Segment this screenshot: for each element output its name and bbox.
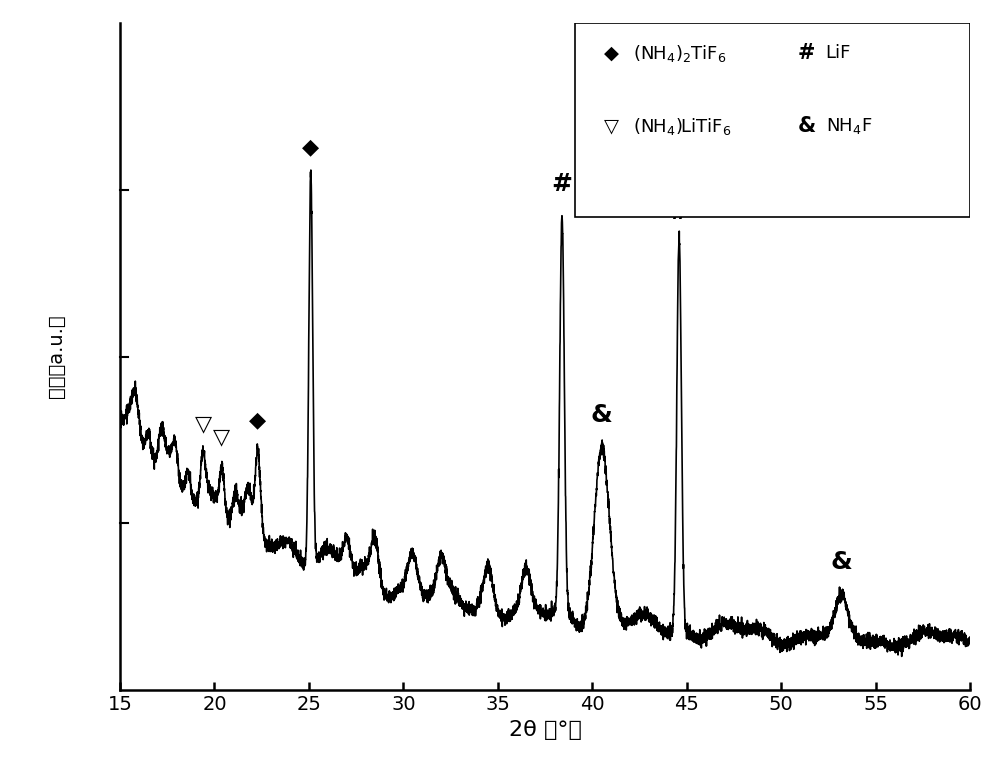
Text: ▽: ▽ [195, 414, 212, 434]
Text: LiF: LiF [826, 44, 851, 62]
Text: ▽: ▽ [213, 427, 231, 447]
Text: (NH$_4$)LiTiF$_6$: (NH$_4$)LiTiF$_6$ [633, 116, 732, 137]
Text: &: & [831, 550, 852, 574]
Text: &: & [798, 117, 816, 137]
Text: &: & [591, 403, 613, 426]
Text: #: # [552, 172, 572, 196]
Text: ◆: ◆ [302, 137, 319, 157]
Text: #: # [798, 43, 815, 63]
Text: ▽: ▽ [604, 117, 619, 136]
X-axis label: 2θ （°）: 2θ （°） [509, 719, 581, 739]
FancyBboxPatch shape [575, 23, 970, 216]
Text: #: # [669, 200, 690, 224]
Text: (NH$_4$)$_2$TiF$_6$: (NH$_4$)$_2$TiF$_6$ [633, 42, 727, 64]
Text: ◆: ◆ [604, 44, 619, 63]
Text: NH$_4$F: NH$_4$F [826, 117, 872, 137]
Text: ◆: ◆ [249, 410, 266, 430]
Text: 強度（a.u.）: 強度（a.u.） [47, 314, 66, 399]
